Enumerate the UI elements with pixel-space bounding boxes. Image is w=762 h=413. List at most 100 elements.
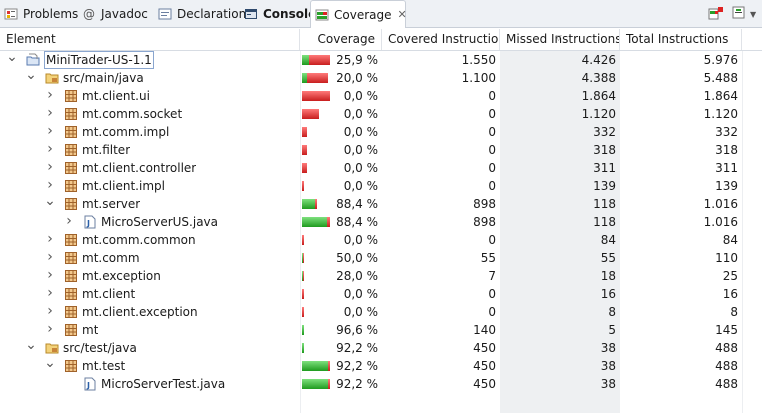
coverage-cell: 88,4 % bbox=[336, 215, 378, 229]
coverage-bar bbox=[302, 325, 304, 335]
collapse-chevron-icon[interactable]: ⌄ bbox=[6, 49, 18, 65]
package-icon bbox=[64, 233, 78, 247]
column-header-missed[interactable]: ▽ Missed Instructions bbox=[500, 29, 620, 50]
coverage-bar bbox=[302, 127, 307, 137]
total-cell: 1.120 bbox=[703, 107, 738, 121]
tree-row[interactable]: J MicroServerTest.java 92,2 % 450 38 488 bbox=[0, 375, 762, 393]
tab-label: Problems bbox=[23, 6, 79, 21]
package-icon bbox=[64, 179, 78, 193]
expand-chevron-icon[interactable]: › bbox=[47, 141, 53, 157]
missed-bar-segment bbox=[309, 55, 330, 65]
view-menu-icon[interactable]: ▼ bbox=[750, 10, 757, 19]
tab-javadoc[interactable]: @ Javadoc bbox=[78, 0, 152, 27]
tab-problems[interactable]: Problems bbox=[0, 0, 79, 27]
covered-cell: 0 bbox=[488, 107, 496, 121]
tab-label: Declaration bbox=[177, 6, 247, 21]
covered-bar-segment bbox=[302, 199, 315, 209]
total-cell: 318 bbox=[715, 143, 738, 157]
coverage-cell: 0,0 % bbox=[343, 89, 378, 103]
missed-cell: 1.120 bbox=[581, 107, 616, 121]
expand-chevron-icon[interactable]: › bbox=[47, 267, 53, 283]
tree-row[interactable]: › mt.client.impl 0,0 % 0 139 139 bbox=[0, 177, 762, 195]
expand-chevron-icon[interactable]: › bbox=[47, 285, 53, 301]
coverage-table-header: Element Coverage Covered Instructio... ▽… bbox=[0, 29, 762, 51]
expand-chevron-icon[interactable]: › bbox=[47, 159, 53, 175]
missed-cell: 318 bbox=[593, 143, 616, 157]
coverage-cell: 92,2 % bbox=[336, 377, 378, 391]
expand-chevron-icon[interactable]: › bbox=[47, 123, 53, 139]
expand-chevron-icon[interactable]: › bbox=[47, 303, 53, 319]
expand-chevron-icon[interactable]: › bbox=[47, 87, 53, 103]
tree-row[interactable]: ⌄ src/test/java 92,2 % 450 38 488 bbox=[0, 337, 762, 357]
missed-bar-segment bbox=[302, 91, 330, 101]
tree-row[interactable]: › mt.comm.common 0,0 % 0 84 84 bbox=[0, 231, 762, 249]
tab-declaration[interactable]: Declaration bbox=[154, 0, 246, 27]
package-icon bbox=[64, 89, 78, 103]
tree-row[interactable]: › mt.client.exception 0,0 % 0 8 8 bbox=[0, 303, 762, 321]
expand-chevron-icon[interactable]: › bbox=[47, 105, 53, 121]
tree-row[interactable]: › mt.client 0,0 % 0 16 16 bbox=[0, 285, 762, 303]
column-divider bbox=[300, 51, 301, 413]
coverage-bar bbox=[302, 55, 330, 65]
tree-row[interactable]: › mt 96,6 % 140 5 145 bbox=[0, 321, 762, 339]
coverage-bar bbox=[302, 145, 307, 155]
close-tab-icon[interactable]: ✕ bbox=[397, 8, 407, 21]
coverage-bar bbox=[302, 163, 307, 173]
covered-cell: 0 bbox=[488, 89, 496, 103]
tree-row[interactable]: › mt.comm.impl 0,0 % 0 332 332 bbox=[0, 123, 762, 141]
tree-row[interactable]: › mt.comm.socket 0,0 % 0 1.120 1.120 bbox=[0, 105, 762, 123]
tree-row[interactable]: › J MicroServerUS.java 88,4 % 898 118 1.016 bbox=[0, 213, 762, 231]
tab-label: Coverage bbox=[334, 7, 392, 22]
tree-row[interactable]: › mt.client.controller 0,0 % 0 311 311 bbox=[0, 159, 762, 177]
covered-bar-segment bbox=[302, 253, 303, 263]
column-header-covered[interactable]: Covered Instructio... bbox=[382, 29, 500, 50]
missed-bar-segment bbox=[302, 109, 319, 119]
column-header-total[interactable]: Total Instructions bbox=[620, 29, 742, 50]
tree-row[interactable]: › mt.filter 0,0 % 0 318 318 bbox=[0, 141, 762, 159]
column-divider bbox=[742, 51, 743, 413]
coverage-bar bbox=[302, 91, 330, 101]
element-label: mt.test bbox=[82, 359, 126, 373]
total-cell: 488 bbox=[715, 359, 738, 373]
tree-row[interactable]: ⌄ mt.test 92,2 % 450 38 488 bbox=[0, 355, 762, 375]
expand-chevron-icon[interactable]: › bbox=[47, 177, 53, 193]
collapse-icon[interactable] bbox=[732, 6, 748, 22]
coverage-cell: 50,0 % bbox=[336, 251, 378, 265]
expand-chevron-icon[interactable]: › bbox=[47, 321, 53, 337]
package-icon bbox=[64, 107, 78, 121]
tree-row[interactable]: › mt.client.ui 0,0 % 0 1.864 1.864 bbox=[0, 87, 762, 105]
coverage-bar bbox=[302, 217, 330, 227]
expand-chevron-icon[interactable]: › bbox=[66, 213, 72, 229]
coverage-cell: 20,0 % bbox=[336, 71, 378, 85]
collapse-chevron-icon[interactable]: ⌄ bbox=[25, 67, 37, 83]
total-cell: 25 bbox=[722, 269, 738, 283]
collapse-chevron-icon[interactable]: ⌄ bbox=[44, 193, 56, 209]
column-header-element[interactable]: Element bbox=[0, 29, 300, 50]
missed-bar-segment bbox=[327, 217, 330, 227]
element-label: mt.comm.socket bbox=[82, 107, 183, 121]
coverage-report-icon[interactable] bbox=[708, 6, 724, 22]
tree-row[interactable]: › mt.exception 28,0 % 7 18 25 bbox=[0, 267, 762, 285]
covered-cell: 450 bbox=[473, 341, 496, 355]
column-header-coverage[interactable]: Coverage bbox=[300, 29, 382, 50]
collapse-chevron-icon[interactable]: ⌄ bbox=[44, 355, 56, 371]
covered-cell: 898 bbox=[473, 215, 496, 229]
sort-descending-icon: ▽ bbox=[555, 33, 562, 42]
total-cell: 1.016 bbox=[703, 197, 738, 211]
total-cell: 311 bbox=[715, 161, 738, 175]
covered-bar-segment bbox=[302, 343, 304, 353]
expand-chevron-icon[interactable]: › bbox=[47, 231, 53, 247]
column-header-missed-label: Missed Instructions bbox=[506, 32, 620, 46]
tree-row[interactable]: › mt.comm 50,0 % 55 55 110 bbox=[0, 249, 762, 267]
expand-chevron-icon[interactable]: › bbox=[47, 249, 53, 265]
folder-icon bbox=[45, 341, 59, 355]
tree-row[interactable]: ⌄ MiniTrader-US-1.1 25,9 % 1.550 4.426 5.976 bbox=[0, 49, 762, 69]
covered-cell: 1.550 bbox=[461, 53, 496, 67]
missed-bar-segment bbox=[302, 307, 304, 317]
tree-row[interactable]: ⌄ src/main/java 20,0 % 1.100 4.388 5.488 bbox=[0, 67, 762, 87]
tab-console[interactable]: Console bbox=[240, 0, 316, 27]
tab-coverage[interactable]: Coverage ✕ bbox=[310, 0, 407, 28]
collapse-chevron-icon[interactable]: ⌄ bbox=[25, 337, 37, 353]
at-icon: @ bbox=[82, 7, 96, 21]
tree-row[interactable]: ⌄ mt.server 88,4 % 898 118 1.016 bbox=[0, 193, 762, 213]
